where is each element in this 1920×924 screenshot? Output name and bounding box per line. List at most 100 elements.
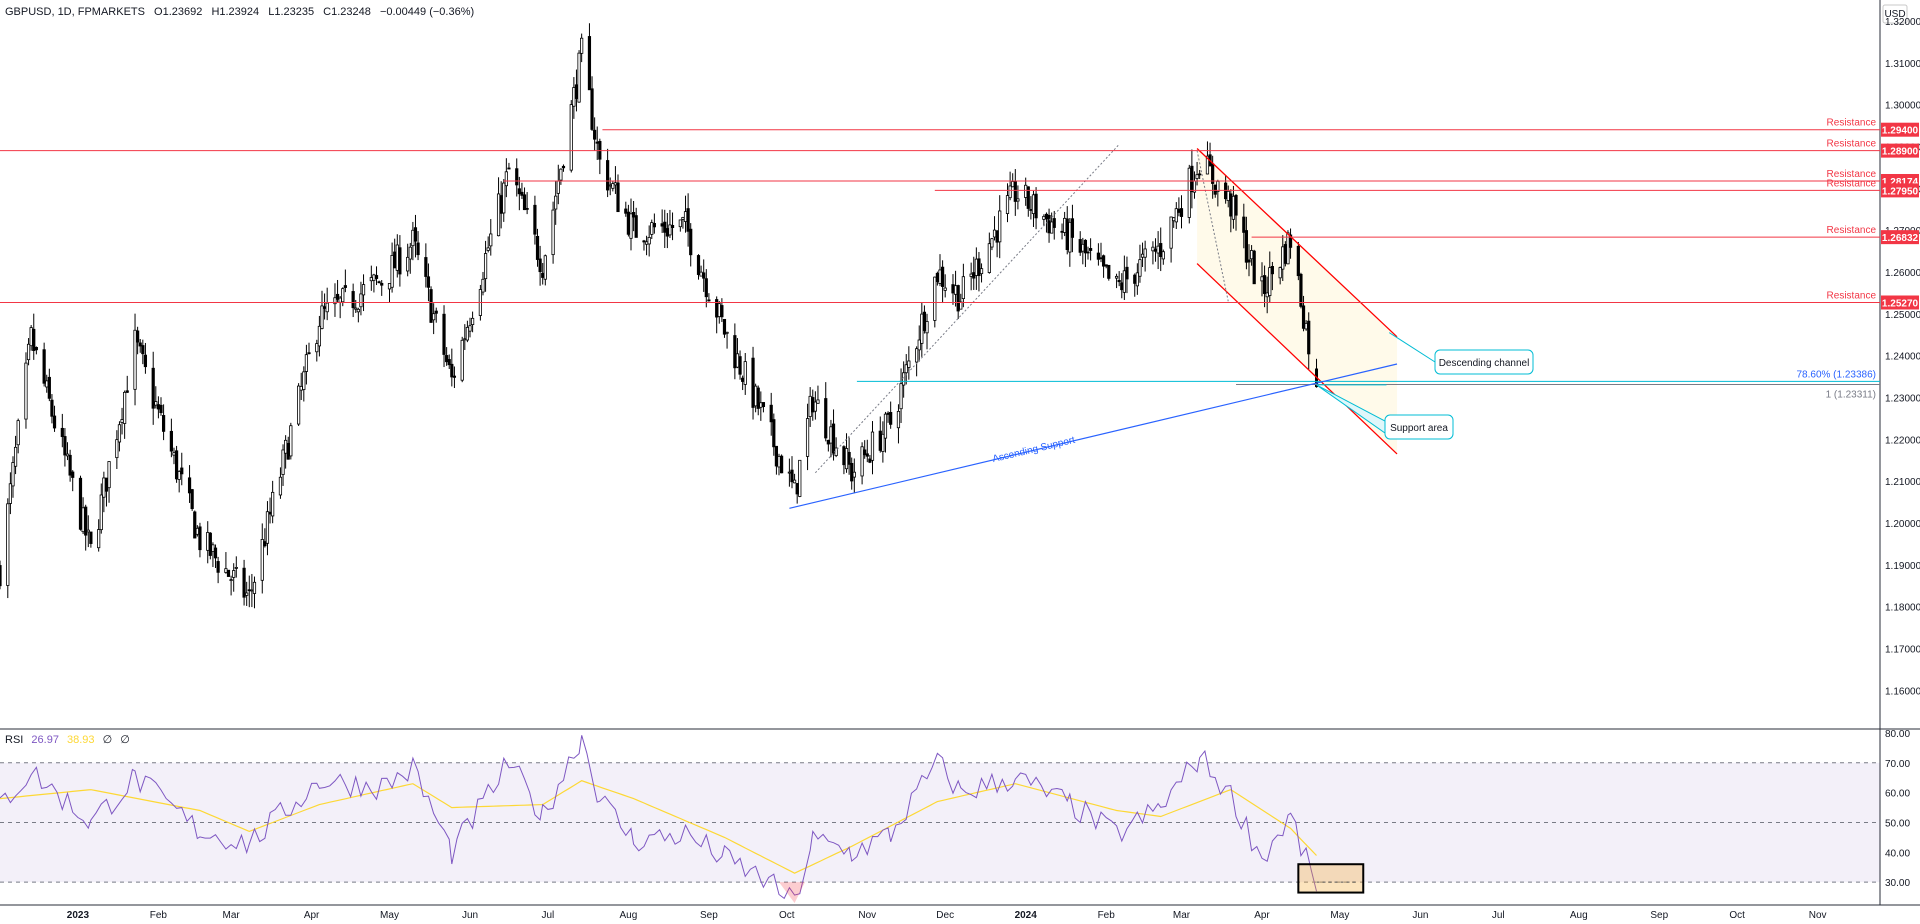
callout-box[interactable] <box>1384 414 1454 440</box>
currency-label[interactable]: USD <box>1884 9 1905 20</box>
rsi-pane[interactable] <box>0 735 1880 903</box>
time-tick-label: Aug <box>619 910 637 921</box>
rsi-line[interactable] <box>0 735 1317 900</box>
price-tick-label: 1.20000 <box>1885 519 1920 530</box>
price-tick-label: 1.16000 <box>1885 686 1920 697</box>
candle-body <box>1005 195 1010 214</box>
resistance-price-tag <box>1881 230 1919 245</box>
candle-body <box>1013 181 1017 202</box>
time-tick-label: Mar <box>1173 910 1191 921</box>
ascending-support-line[interactable] <box>789 363 1398 509</box>
candle-body <box>650 222 654 235</box>
candle-body <box>1156 245 1160 254</box>
candle-body <box>34 347 38 351</box>
candle-body <box>81 507 85 533</box>
channel-upper-line[interactable] <box>1196 148 1398 338</box>
candle-body <box>678 219 682 228</box>
candle-body <box>1288 234 1293 248</box>
rsi-tick-label: 40.00 <box>1885 848 1910 859</box>
callout-box[interactable] <box>1434 349 1534 375</box>
candle-body <box>65 453 70 457</box>
price-tick-label: 1.21000 <box>1885 477 1920 488</box>
callout-label: Support area <box>1390 423 1448 434</box>
time-tick-label: Mar <box>222 910 240 921</box>
candle-body <box>652 223 656 228</box>
candle-body <box>1213 184 1217 195</box>
dotted-retrace-line[interactable] <box>1196 150 1229 302</box>
resistance-label: Resistance <box>1827 118 1877 129</box>
candle-body <box>769 404 773 423</box>
candle-body <box>961 276 965 300</box>
candle-body <box>507 167 511 170</box>
candle-body <box>390 255 394 288</box>
candle-body <box>406 256 410 272</box>
candle-body <box>831 423 836 454</box>
price-tick-label: 1.19000 <box>1885 561 1920 572</box>
candle-body <box>6 503 10 586</box>
candle-body <box>870 431 875 461</box>
candle-body <box>42 349 46 384</box>
resistance-label: Resistance <box>1827 139 1877 150</box>
candle-body <box>161 415 166 432</box>
candle-body <box>265 511 270 544</box>
time-tick-label: Dec <box>936 910 954 921</box>
candle-body <box>1224 182 1228 200</box>
candle-body <box>445 355 449 363</box>
symbol-label[interactable]: GBPUSD, 1D, FPMARKETS <box>5 6 145 18</box>
candle-body <box>616 182 620 213</box>
candle-body <box>169 430 173 452</box>
candle-body <box>32 328 36 351</box>
candle-body <box>572 87 576 107</box>
candle-body <box>1060 230 1064 233</box>
candle-body <box>1260 276 1264 282</box>
candle-body <box>951 284 955 294</box>
candle-body <box>1159 243 1163 257</box>
candle-body <box>959 301 963 310</box>
candle-body <box>107 461 111 489</box>
candle-body <box>738 356 742 375</box>
candle-body <box>26 343 31 361</box>
candle-body <box>154 401 158 406</box>
candle-body <box>387 283 392 290</box>
rsi-param-1: ∅ <box>102 734 113 746</box>
candle-body <box>29 327 33 347</box>
candle-body <box>143 354 148 368</box>
rsi-ma-line[interactable] <box>0 780 1317 874</box>
rsi-name[interactable]: RSI <box>5 734 24 746</box>
dotted-trend-line[interactable] <box>814 144 1120 474</box>
candle-body <box>1252 250 1256 285</box>
candle-body <box>538 258 542 273</box>
candle-body <box>816 399 820 404</box>
resistance-price-tag <box>1881 122 1919 137</box>
rsi-highlight-box[interactable] <box>1297 863 1365 894</box>
fib-level-label: 1 (1.23311) <box>1826 389 1876 400</box>
price-pane[interactable] <box>0 23 1398 609</box>
channel-fill <box>1197 148 1398 454</box>
candle-body <box>1244 230 1249 263</box>
candle-body <box>704 278 708 298</box>
candle-body <box>483 253 488 280</box>
channel-lower-line[interactable] <box>1196 263 1398 455</box>
candle-body <box>206 532 210 551</box>
candle-body <box>631 212 636 218</box>
candle-body <box>847 451 851 465</box>
candle-body <box>1133 274 1137 284</box>
candle-body <box>1307 320 1311 355</box>
candle-body <box>1234 195 1238 216</box>
candle-body <box>668 224 672 236</box>
candle-body <box>522 194 527 211</box>
candle-body <box>1265 292 1269 298</box>
candle-body <box>193 511 197 539</box>
candle-body <box>374 275 379 279</box>
candle-body <box>943 287 947 291</box>
candle-body <box>1296 245 1300 277</box>
candle-body <box>1063 217 1067 233</box>
candle-body <box>304 354 309 372</box>
candles[interactable] <box>0 23 1319 609</box>
candle-body <box>1024 184 1028 198</box>
price-tick-label: 1.26000 <box>1885 268 1920 279</box>
candle-body <box>533 204 537 235</box>
candle-body <box>247 589 251 592</box>
currency-box[interactable] <box>1882 4 1908 24</box>
